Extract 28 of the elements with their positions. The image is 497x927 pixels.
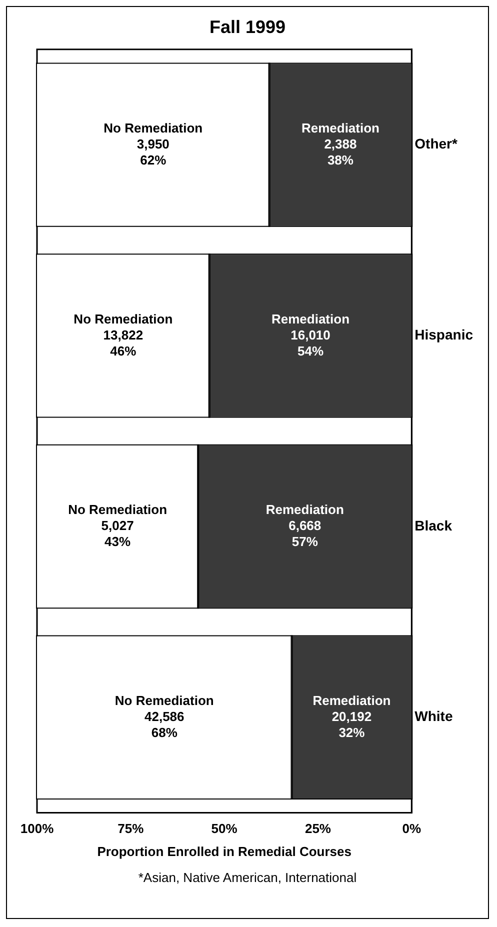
text: Remediation	[271, 311, 350, 326]
y-tick-label: Black	[414, 517, 452, 534]
data-label: 2,388 38%	[324, 136, 357, 168]
data-label: 13,822 46%	[103, 327, 144, 358]
text: Remediation	[266, 502, 344, 518]
x-tick-label: 25%	[304, 821, 332, 836]
data-label: 6,668 57%	[288, 518, 322, 550]
y-tick-label: White	[414, 708, 453, 724]
data-label: 42,586 68%	[144, 708, 184, 740]
data-label: 5,027 43%	[101, 518, 134, 550]
y-tick-label: Hispanic	[414, 326, 474, 343]
text: Remediation	[301, 120, 380, 136]
data-label: 3,950 62%	[136, 136, 170, 168]
x-tick-label: 50%	[211, 821, 238, 836]
series-label: Remediation	[312, 692, 391, 708]
x-tick-label: 0%	[402, 821, 422, 836]
chart-title: Fall 1999	[208, 17, 287, 38]
x-axis-title: Proportion Enrolled in Remedial Courses	[97, 844, 352, 859]
y-tick-label: Other*	[414, 136, 458, 152]
data-label: 20,192 32%	[332, 708, 372, 740]
x-tick-label: 75%	[118, 821, 144, 836]
text: No Remediation	[114, 692, 214, 708]
text: *Asian, Native American, International	[137, 870, 358, 885]
text: No Remediation	[74, 311, 173, 326]
data-label: 16,010 54%	[290, 327, 330, 358]
x-tick-label: 100%	[20, 821, 54, 836]
text: No Remediation	[104, 120, 203, 136]
series-label: No Remediation	[68, 502, 168, 518]
